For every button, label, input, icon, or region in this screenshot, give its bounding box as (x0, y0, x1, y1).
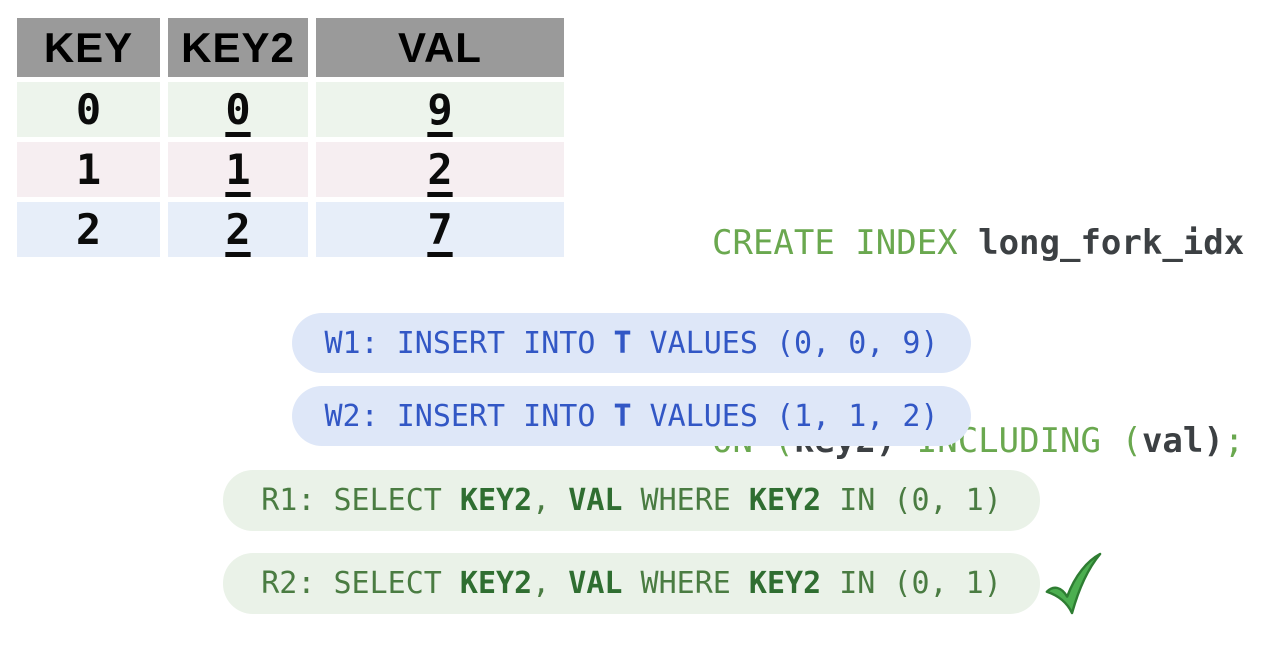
column-ref: KEY2 (748, 566, 822, 601)
op-text: , (532, 483, 569, 518)
column-ref: KEY2 (459, 483, 533, 518)
op-text: IN (0, 1) (821, 566, 1002, 601)
column-ref-val: val (1141, 421, 1204, 461)
op-text: VALUES (0, 0, 9) (631, 325, 939, 361)
success-check-icon (1045, 552, 1102, 615)
op-r2-select: R2: SELECT KEY2, VAL WHERE KEY2 IN (0, 1… (223, 553, 1040, 614)
op-text: IN (0, 1) (821, 483, 1002, 518)
table-cell: 7 (316, 202, 564, 257)
table-cell: 1 (17, 142, 160, 197)
table-cell: 0 (168, 82, 308, 137)
column-ref: KEY2 (459, 566, 533, 601)
column-header-key2: KEY2 (168, 18, 308, 77)
column-ref: VAL (568, 483, 623, 518)
op-r1-select: R1: SELECT KEY2, VAL WHERE KEY2 IN (0, 1… (223, 470, 1040, 531)
open-paren: ( (1121, 421, 1142, 461)
table-cell: 2 (17, 202, 160, 257)
op-text: R2: SELECT (261, 566, 460, 601)
column-ref: KEY2 (748, 483, 822, 518)
sql-line-1: CREATE INDEX long_fork_idx (712, 210, 1244, 276)
column-header-key: KEY (17, 18, 160, 77)
op-text: VALUES (1, 1, 2) (631, 398, 939, 434)
op-text: WHERE (622, 483, 749, 518)
op-text: WHERE (622, 566, 749, 601)
index-name: long_fork_idx (978, 223, 1245, 263)
column-ref: VAL (568, 566, 623, 601)
op-w2-insert: W2: INSERT INTO T VALUES (1, 1, 2) (292, 386, 971, 446)
table-cell: 1 (168, 142, 308, 197)
data-table: KEY KEY2 VAL 0 0 9 1 1 2 2 2 7 (17, 18, 564, 257)
table-cell: 2 (168, 202, 308, 257)
table-ref: T (613, 398, 632, 434)
op-text: R1: SELECT (261, 483, 460, 518)
op-text: W1: INSERT INTO (324, 325, 614, 361)
op-text: W2: INSERT INTO (324, 398, 614, 434)
close-paren: ) (1203, 421, 1224, 461)
table-ref: T (613, 325, 632, 361)
op-w1-insert: W1: INSERT INTO T VALUES (0, 0, 9) (292, 313, 971, 373)
sql-keyword: CREATE INDEX (712, 223, 979, 263)
table-cell: 2 (316, 142, 564, 197)
column-header-val: VAL (316, 18, 564, 77)
table-cell: 0 (17, 82, 160, 137)
table-cell: 9 (316, 82, 564, 137)
semicolon: ; (1223, 421, 1245, 461)
op-text: , (532, 566, 569, 601)
